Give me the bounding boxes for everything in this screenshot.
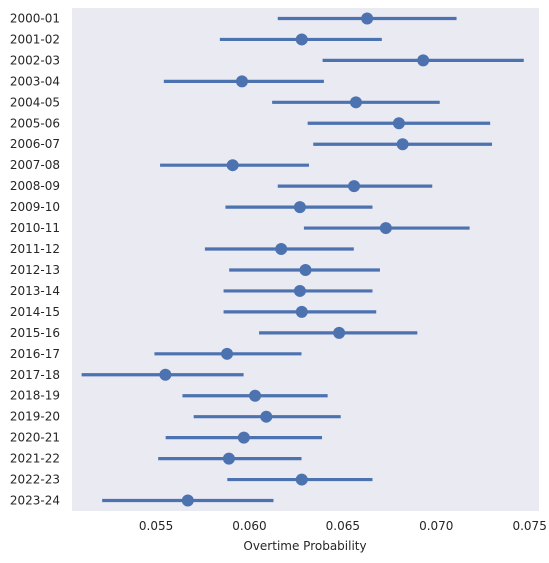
y-tick-label: 2021-22: [10, 452, 60, 466]
y-tick-label: 2015-16: [10, 326, 60, 340]
x-tick-label: 0.065: [326, 519, 360, 533]
data-marks: [81, 12, 524, 507]
y-tick-label: 2012-13: [10, 263, 60, 277]
x-axis-title: Overtime Probability: [243, 539, 366, 553]
y-tick-label: 2016-17: [10, 347, 60, 361]
point-estimate-2022-23: [295, 473, 308, 486]
y-tick-label: 2006-07: [10, 137, 60, 151]
y-tick-label: 2004-05: [10, 95, 60, 109]
y-tick-label: 2009-10: [10, 200, 60, 214]
point-estimate-2015-16: [333, 326, 346, 339]
x-tick-label: 0.075: [512, 519, 546, 533]
y-tick-label: 2011-12: [10, 242, 60, 256]
point-estimate-2002-03: [417, 54, 430, 67]
point-estimate-2008-09: [348, 180, 361, 193]
y-tick-label: 2001-02: [10, 32, 60, 46]
point-estimate-2001-02: [295, 33, 308, 46]
point-estimate-2000-01: [361, 12, 374, 25]
point-estimate-2019-20: [260, 410, 273, 423]
point-estimate-2009-10: [293, 201, 306, 214]
point-estimate-2020-21: [237, 431, 250, 444]
x-tick-label: 0.070: [419, 519, 453, 533]
y-tick-label: 2020-21: [10, 431, 60, 445]
y-tick-label: 2003-04: [10, 74, 60, 88]
point-estimate-2010-11: [379, 222, 392, 235]
y-tick-label: 2007-08: [10, 158, 60, 172]
point-estimate-2021-22: [222, 452, 235, 465]
y-tick-label: 2000-01: [10, 11, 60, 25]
point-estimate-2013-14: [293, 284, 306, 297]
point-estimate-2003-04: [235, 75, 248, 88]
point-estimate-2014-15: [295, 305, 308, 318]
y-tick-label: 2002-03: [10, 53, 60, 67]
y-tick-label: 2013-14: [10, 284, 60, 298]
point-estimate-2005-06: [392, 117, 405, 130]
point-estimate-2018-19: [249, 389, 262, 402]
y-tick-label: 2022-23: [10, 473, 60, 487]
point-estimate-2011-12: [275, 243, 288, 256]
point-estimate-2023-24: [181, 494, 194, 507]
y-tick-label: 2023-24: [10, 494, 60, 508]
point-estimate-2004-05: [349, 96, 362, 109]
y-tick-labels: 2000-01 2001-02 2002-03 2003-04 2004-05 2005-…: [10, 11, 60, 507]
x-tick-label: 0.055: [139, 519, 173, 533]
y-tick-label: 2018-19: [10, 389, 60, 403]
point-estimate-2006-07: [396, 138, 409, 151]
x-tick-label: 0.060: [232, 519, 266, 533]
point-estimate-2007-08: [226, 159, 239, 172]
plot-area: [72, 8, 539, 511]
point-estimate-2016-17: [221, 347, 234, 360]
point-estimate-2017-18: [159, 368, 172, 381]
y-tick-label: 2017-18: [10, 368, 60, 382]
x-tick-labels: 0.055 0.060 0.065 0.070 0.075: [139, 519, 547, 533]
y-tick-label: 2010-11: [10, 221, 60, 235]
point-estimate-2012-13: [299, 263, 312, 276]
y-tick-label: 2005-06: [10, 116, 60, 130]
y-tick-label: 2019-20: [10, 410, 60, 424]
y-tick-label: 2008-09: [10, 179, 60, 193]
y-tick-label: 2014-15: [10, 305, 60, 319]
